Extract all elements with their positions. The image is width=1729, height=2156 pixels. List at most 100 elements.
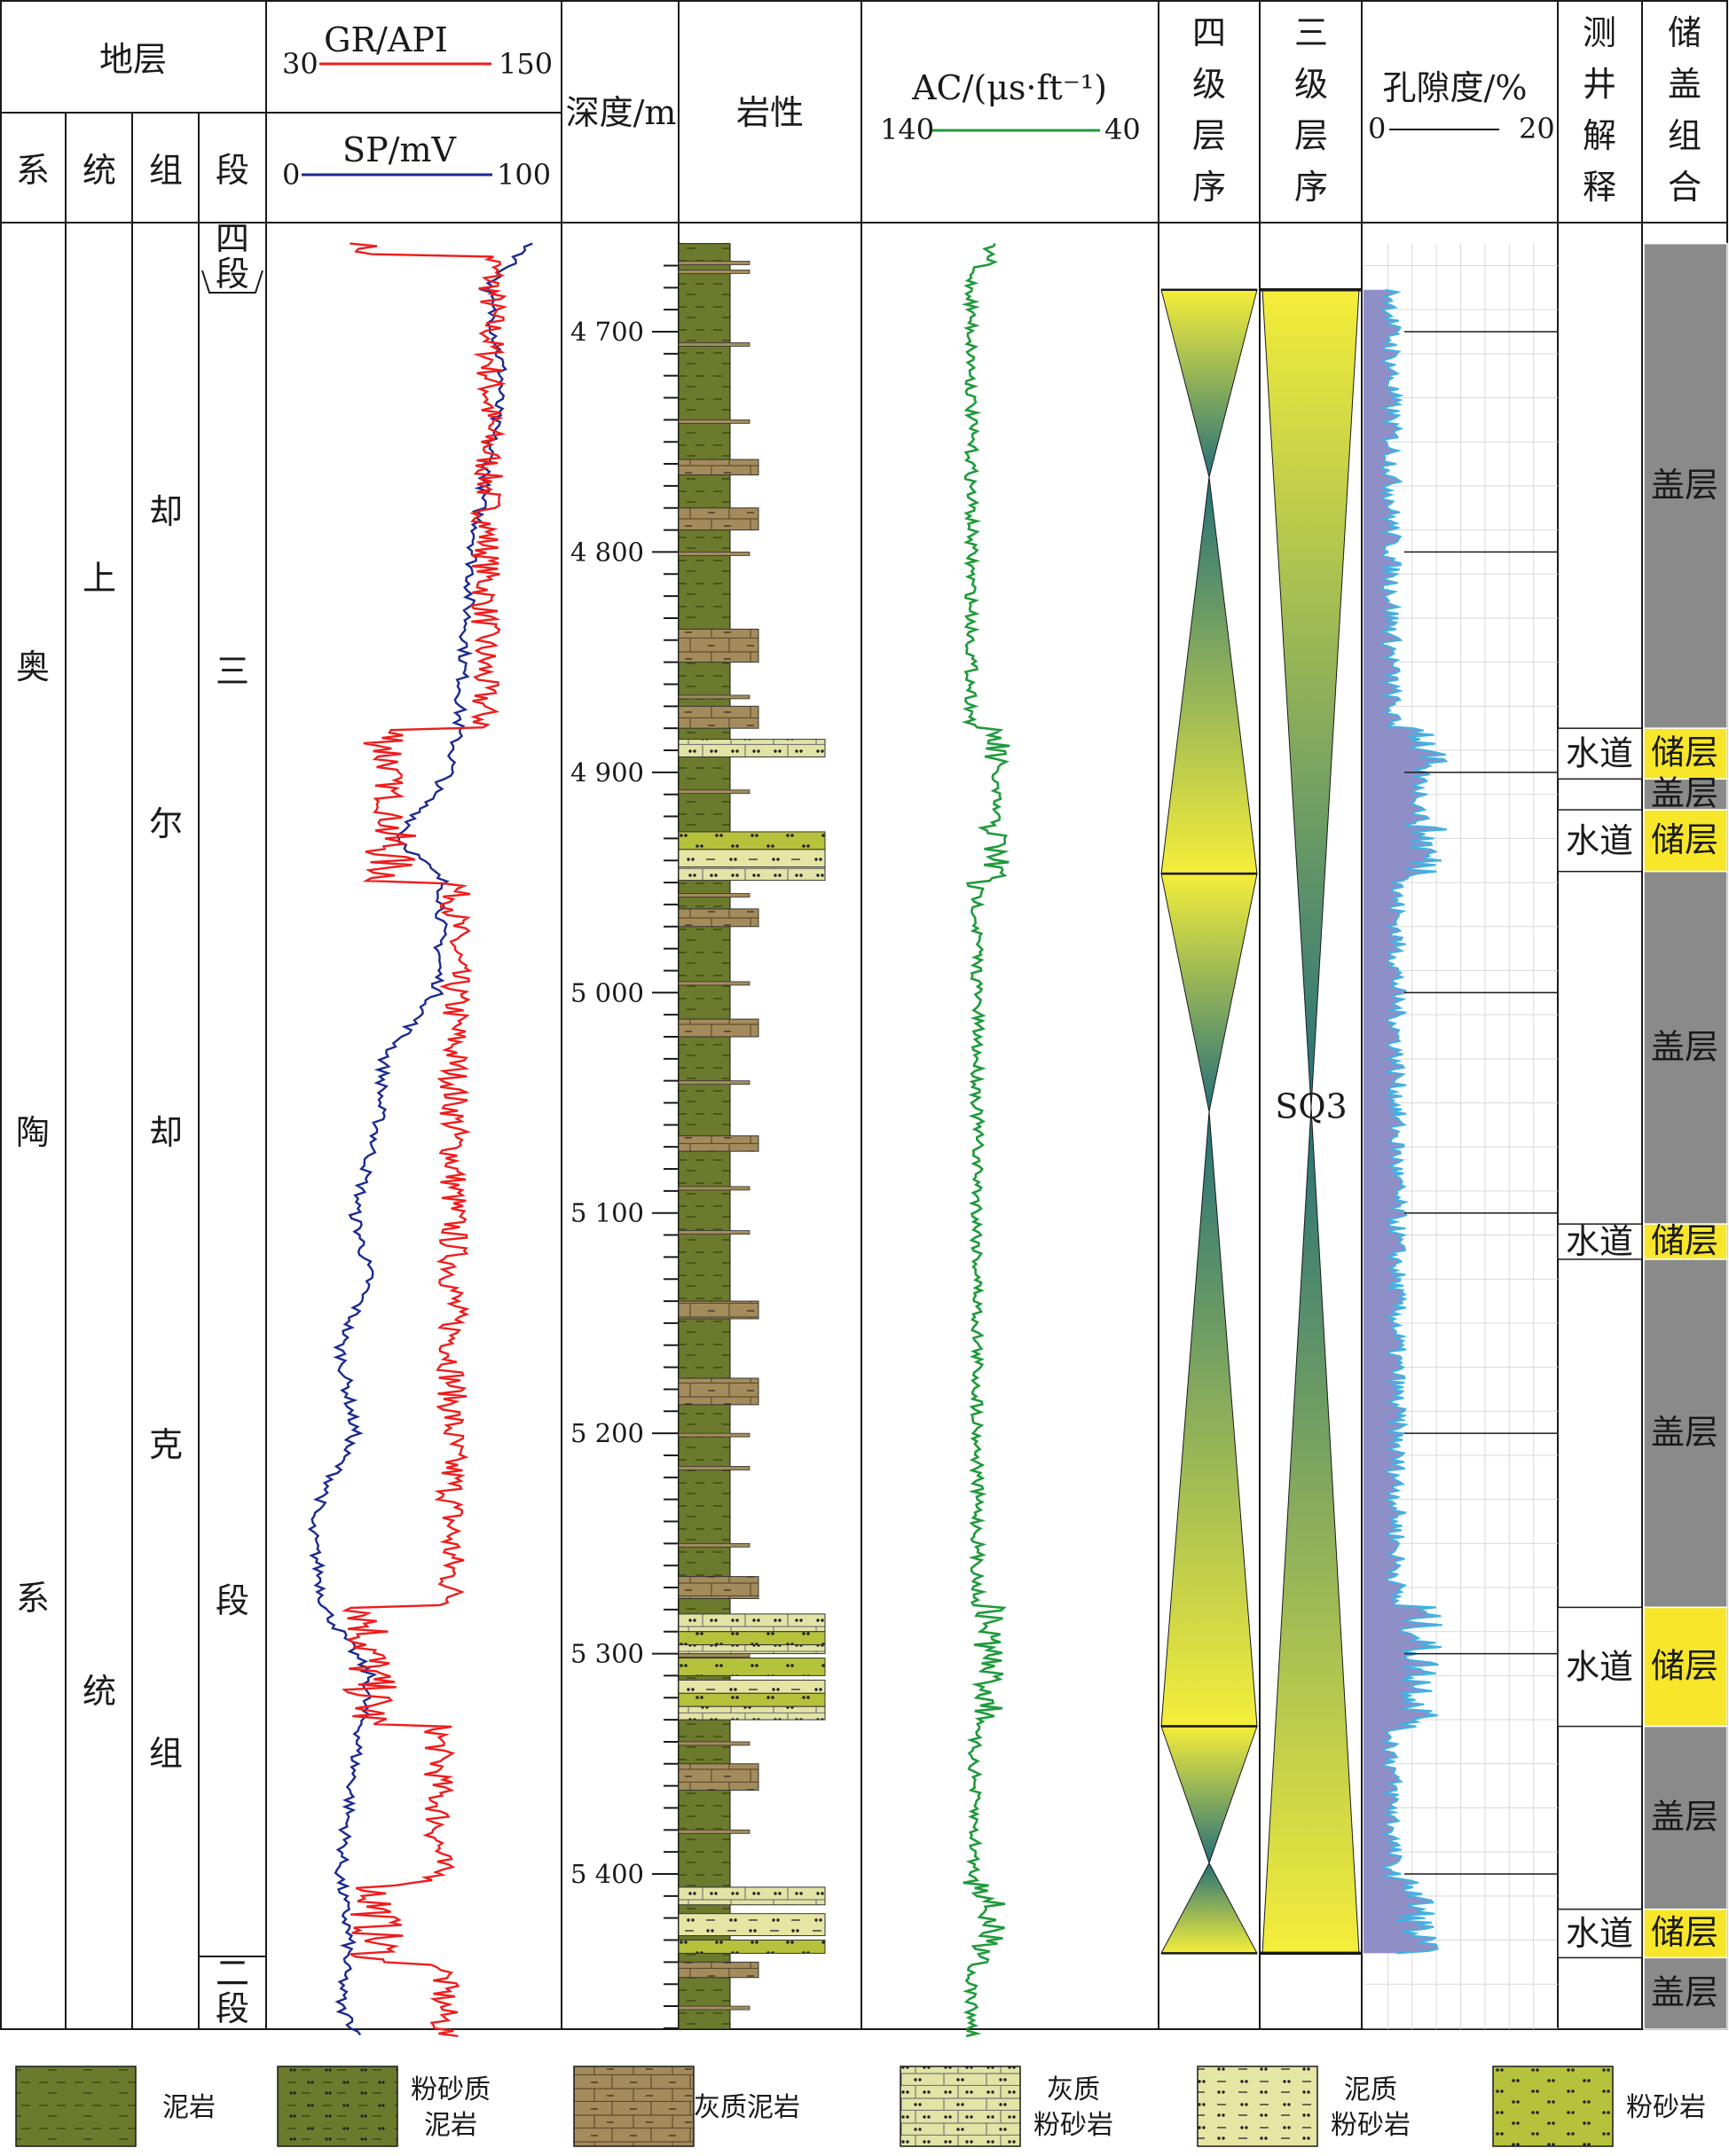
transgressive-triangle bbox=[1261, 1107, 1360, 1954]
depth-tick-label: 4 700 bbox=[570, 317, 644, 347]
sp-scale-min: 0 bbox=[282, 158, 300, 192]
formation-char: 组 bbox=[149, 1734, 183, 1773]
reservoir-lithology-bed bbox=[678, 1644, 826, 1655]
depth-header: 深度/m bbox=[566, 93, 677, 132]
sequence-label: SQ3 bbox=[1275, 1086, 1347, 1125]
gr-scale-max: 150 bbox=[499, 47, 553, 81]
third-order-header-char: 序 bbox=[1294, 168, 1328, 207]
fourth-order-header-char: 序 bbox=[1192, 168, 1226, 207]
seal-interval bbox=[1643, 778, 1728, 811]
reservoir-lithology-bed bbox=[678, 1705, 826, 1721]
log-interpretation-header-char: 解 bbox=[1583, 116, 1616, 155]
interpretation-label: 水道 bbox=[1566, 821, 1633, 860]
calcareous-mudstone-bed bbox=[678, 1300, 759, 1320]
log-interpretation-header-char: 井 bbox=[1583, 65, 1616, 104]
member-header: 段 bbox=[216, 151, 249, 190]
reservoir-seal-header-char: 合 bbox=[1668, 168, 1701, 207]
system-header: 系 bbox=[16, 151, 50, 190]
reservoir-lithology-bed bbox=[678, 849, 826, 868]
regressive-triangle bbox=[1160, 873, 1258, 1112]
ac-scale-max: 40 bbox=[1104, 113, 1141, 146]
reservoir-lithology-bed bbox=[678, 739, 826, 757]
sp-title: SP/mV bbox=[342, 130, 456, 169]
legend-label: 泥岩 bbox=[424, 2110, 477, 2141]
formation-char: 尔 bbox=[149, 804, 183, 843]
reservoir-interval bbox=[1643, 1908, 1728, 1959]
thin-calcareous-bed bbox=[678, 2005, 751, 2011]
legend-label: 泥质 bbox=[1344, 2074, 1397, 2105]
seal-label: 盖层 bbox=[1651, 1973, 1718, 2012]
lithology-track bbox=[678, 243, 826, 2030]
formation-char: 却 bbox=[149, 1113, 183, 1152]
porosity-track bbox=[1364, 243, 1558, 2029]
calcareous-mudstone-bed bbox=[678, 1018, 759, 1038]
system-char: 陶 bbox=[16, 1113, 50, 1152]
calcareous-mudstone-bed bbox=[678, 1576, 759, 1599]
thin-calcareous-bed bbox=[678, 1230, 751, 1235]
transgressive-triangle bbox=[1160, 1111, 1258, 1728]
reservoir-lithology-bed bbox=[678, 831, 826, 851]
fourth-order-track bbox=[1160, 288, 1258, 1955]
fourth-order-header-char: 层 bbox=[1192, 116, 1226, 155]
thin-calcareous-bed bbox=[678, 1741, 751, 1746]
regressive-triangle bbox=[1160, 1726, 1258, 1865]
thin-calcareous-bed bbox=[678, 261, 751, 265]
porosity-scale-max: 20 bbox=[1519, 112, 1555, 145]
legend-swatch-arg_silt bbox=[1197, 2066, 1318, 2147]
member2-char: 二 bbox=[216, 1954, 249, 1993]
system-column: 奥陶系 bbox=[16, 647, 50, 1618]
interpretation-label: 水道 bbox=[1566, 1222, 1633, 1261]
porosity-curve bbox=[1379, 288, 1449, 1955]
series-char: 统 bbox=[83, 1672, 116, 1711]
thin-calcareous-bed bbox=[678, 789, 751, 795]
reservoir-label: 储层 bbox=[1651, 1913, 1718, 1952]
lithology-header: 岩性 bbox=[736, 93, 804, 132]
gr-title: GR/API bbox=[324, 20, 448, 59]
thin-calcareous-bed bbox=[678, 1432, 751, 1438]
fourth-order-header-char: 四 bbox=[1192, 13, 1226, 52]
system-char: 系 bbox=[16, 1579, 50, 1618]
reservoir-interval bbox=[1643, 727, 1728, 780]
reservoir-seal-header-char: 组 bbox=[1668, 116, 1701, 155]
interpretation-label: 水道 bbox=[1566, 734, 1633, 773]
calcareous-mudstone-bed bbox=[678, 628, 759, 663]
ac-curve bbox=[961, 242, 1010, 2038]
depth-tick-label: 5 200 bbox=[570, 1418, 644, 1448]
regressive-triangle bbox=[1261, 289, 1360, 1108]
seal-label: 盖层 bbox=[1651, 774, 1718, 813]
calcareous-mudstone-bed bbox=[678, 507, 759, 531]
thin-calcareous-bed bbox=[678, 1829, 751, 1834]
legend-swatch-mudstone bbox=[15, 2066, 137, 2147]
calcareous-mudstone-bed bbox=[678, 1763, 759, 1791]
member3-char: 三 bbox=[216, 652, 249, 691]
porosity-scale-min: 0 bbox=[1368, 112, 1386, 145]
calcareous-mudstone-bed bbox=[678, 908, 759, 928]
thin-calcareous-bed bbox=[678, 1080, 751, 1086]
gr-scale-min: 30 bbox=[282, 47, 318, 81]
legend-label: 粉砂岩 bbox=[1331, 2110, 1411, 2141]
third-order-header-char: 级 bbox=[1294, 65, 1328, 104]
reservoir-lithology-bed bbox=[678, 1692, 826, 1707]
thin-calcareous-bed bbox=[678, 270, 751, 274]
porosity-fill bbox=[1364, 289, 1447, 1954]
seal-label: 盖层 bbox=[1651, 466, 1718, 505]
log-interpretation-header-char: 测 bbox=[1583, 13, 1616, 52]
formation-header: 组 bbox=[149, 151, 183, 190]
reservoir-lithology-bed bbox=[678, 1940, 826, 1954]
ac-title: AC/(μs·ft⁻¹) bbox=[911, 68, 1107, 107]
depth-tick-label: 5 000 bbox=[570, 977, 644, 1007]
ac-track bbox=[961, 242, 1010, 2038]
legend-label: 灰质泥岩 bbox=[694, 2092, 800, 2123]
member3-char: 段 bbox=[216, 1581, 249, 1620]
reservoir-lithology-bed bbox=[678, 866, 826, 882]
thin-calcareous-bed bbox=[678, 552, 751, 556]
seal-label: 盖层 bbox=[1651, 1413, 1718, 1452]
series-header: 统 bbox=[83, 151, 116, 190]
calcareous-mudstone-bed bbox=[678, 459, 759, 475]
